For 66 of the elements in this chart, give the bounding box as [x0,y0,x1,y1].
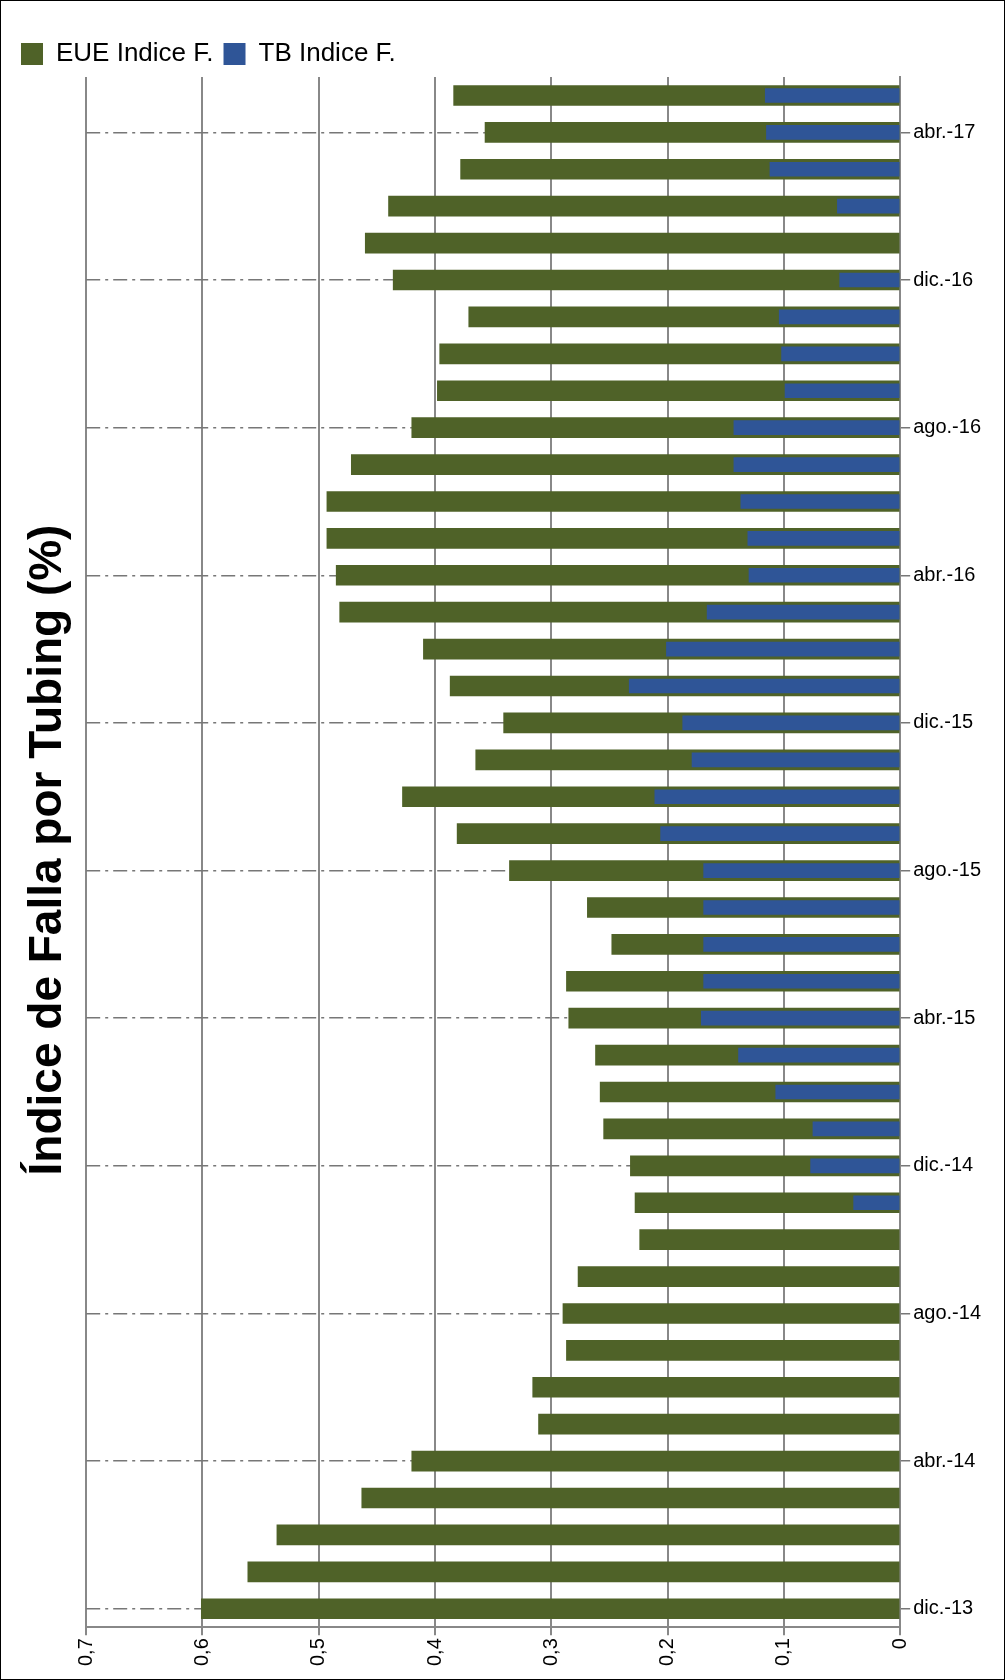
bar [703,937,900,952]
y-tick-label: abr.-15 [913,1005,976,1028]
bar [392,269,900,291]
y-tick-label: abr.-17 [913,119,976,142]
bar [682,715,900,731]
x-tick-label: 0,1 [771,1638,794,1667]
bar [769,161,900,177]
bar [703,973,900,989]
bar [703,863,900,878]
bar [666,641,900,657]
y-tick-label: dic.-13 [913,1596,974,1619]
bar [747,531,900,546]
y-tick-label: dic.-16 [913,267,974,290]
x-tick-label: 0,3 [538,1638,561,1667]
bar [766,125,900,140]
x-tick-label: 0 [887,1638,910,1650]
bar [566,1340,900,1361]
bar [839,272,900,288]
y-tick-label: ago.-16 [913,415,982,438]
x-tick-label: 0,5 [306,1638,329,1667]
bar [775,1084,900,1100]
y-tick-label: abr.-16 [913,562,976,585]
bar [733,420,900,435]
bar [706,604,900,620]
y-tick-label: dic.-14 [913,1153,974,1176]
bar [703,900,900,915]
x-tick-label: 0,7 [73,1638,96,1667]
bar [654,789,900,805]
bar [781,346,900,362]
bar [364,232,900,254]
legend-label: TB Indice F. [258,37,396,68]
y-tick-label: ago.-14 [913,1300,982,1323]
bar [748,567,900,583]
bar [691,752,900,768]
bar [562,1303,900,1324]
bar [810,1158,900,1174]
x-tick-label: 0,2 [655,1638,678,1667]
bar [388,195,900,217]
x-tick-label: 0,6 [190,1638,212,1667]
bar [764,88,900,103]
y-tick-label: ago.-15 [913,858,982,881]
bar [778,309,900,325]
bar [247,1561,900,1583]
bar [660,826,900,841]
bar [639,1229,900,1250]
bar [853,1195,900,1211]
bar [361,1487,900,1509]
bar [812,1121,900,1137]
bar [577,1266,900,1287]
bar [738,1047,900,1063]
bar [276,1524,900,1546]
bar [532,1376,900,1398]
y-tick-label: dic.-15 [913,710,974,733]
bar [628,678,900,694]
legend-label: EUE Indice F. [56,37,214,68]
bar [837,198,900,214]
text: Índice de Falla por Tubing (%) [19,524,72,1176]
bar [740,494,900,509]
y-tick-label: abr.-14 [913,1448,976,1471]
bar [701,1010,900,1026]
bar [538,1413,900,1435]
bar [784,383,900,399]
bar [733,457,900,472]
x-tick-label: 0,4 [422,1638,445,1667]
bar [200,1598,900,1620]
bar [411,1450,900,1472]
